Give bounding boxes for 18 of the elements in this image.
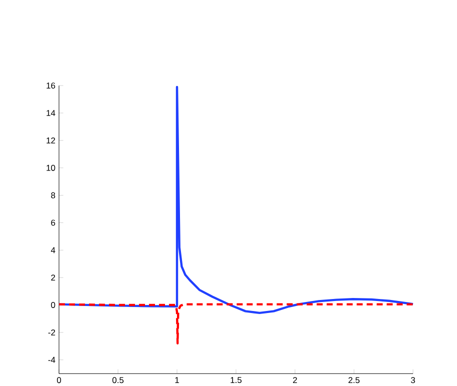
x-tick-label: 2.5 <box>348 376 360 383</box>
y-tick-label: 2 <box>51 274 56 280</box>
x-tick-label: 3 <box>410 376 415 383</box>
y-tick-label: 8 <box>51 192 56 198</box>
y-tick-label: -2 <box>48 329 56 336</box>
y-tick-label: 16 <box>46 82 56 88</box>
y-tick-label: 10 <box>46 164 56 171</box>
x-tick-label: 1.5 <box>230 376 242 383</box>
x-tick-label: 2 <box>293 376 297 383</box>
y-tick-label: 6 <box>51 219 56 226</box>
x-tick-label: 0.5 <box>112 376 124 383</box>
y-tick-label: 0 <box>51 302 56 308</box>
y-tick-label: 4 <box>50 246 56 253</box>
y-tick-label: -4 <box>48 356 56 363</box>
x-tick-label: 1 <box>175 376 179 383</box>
y-tick-label: 14 <box>46 110 56 116</box>
x-tick-label: 0 <box>56 376 62 383</box>
y-tick-label: 12 <box>46 137 56 144</box>
